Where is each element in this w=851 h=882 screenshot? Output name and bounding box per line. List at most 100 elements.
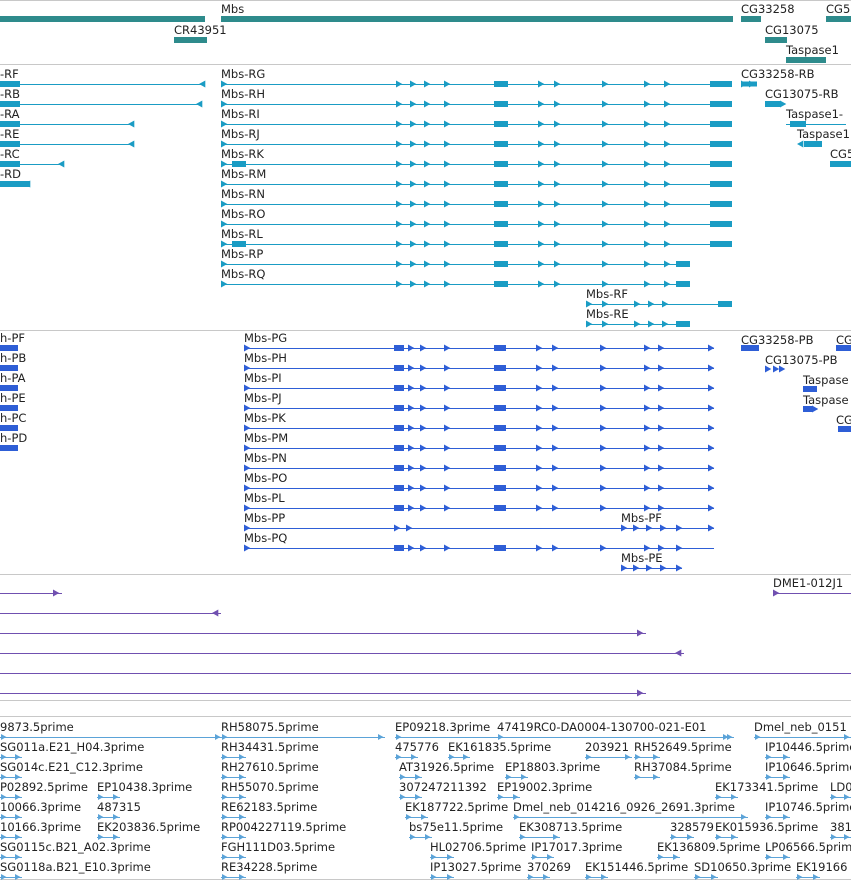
protein-label[interactable]: Mbs-PH <box>244 351 287 365</box>
est-label[interactable]: SG011a.E21_H04.3prime <box>0 740 144 754</box>
other-feature-label[interactable]: DME1-012J1 <box>773 576 843 590</box>
protein-label[interactable]: Taspase <box>802 373 849 387</box>
est-label[interactable]: 307247211392 <box>399 780 487 794</box>
est-label[interactable]: EP19002.3prime <box>497 780 592 794</box>
protein-label[interactable]: CG <box>836 333 851 347</box>
transcript-label[interactable]: Mbs-RH <box>221 87 265 101</box>
protein-label[interactable]: Mbs-PI <box>244 371 282 385</box>
est-label[interactable]: RH37084.5prime <box>634 760 732 774</box>
protein-label[interactable]: h-PE <box>0 391 26 405</box>
gene-label[interactable]: CG5 <box>826 2 850 16</box>
protein-label[interactable]: h-PA <box>0 371 26 385</box>
protein-label[interactable]: h-PB <box>0 351 26 365</box>
est-label[interactable]: IP10746.5prime <box>765 800 851 814</box>
transcript-track[interactable]: -RF -RB -RA -RE -RC -RD Mbs-RG Mbs-RH Mbs-RI Mbs-… <box>0 67 851 328</box>
protein-label[interactable]: Mbs-PO <box>244 471 287 485</box>
transcript-label[interactable]: Mbs-RG <box>221 67 265 81</box>
transcript-label[interactable]: Mbs-RI <box>221 107 260 121</box>
gene-label[interactable]: Taspase1 <box>785 43 839 57</box>
transcript-label[interactable]: -RC <box>0 147 20 161</box>
transcript-label[interactable]: Mbs-RL <box>221 227 263 241</box>
gene-label[interactable]: CG33258 <box>741 2 795 16</box>
transcript-label[interactable]: -RB <box>0 87 20 101</box>
transcript-label[interactable]: Mbs-RN <box>221 187 265 201</box>
est-label[interactable]: RH55070.5prime <box>221 780 319 794</box>
est-label[interactable]: AT31926.5prime <box>399 760 494 774</box>
est-label[interactable]: 370269 <box>527 860 571 874</box>
transcript-label[interactable]: CG33258-RB <box>741 67 815 81</box>
transcript-label[interactable]: -RF <box>0 67 19 81</box>
transcript-label[interactable]: Mbs-RM <box>221 167 266 181</box>
est-label[interactable]: Dmel_neb_014216_0926_2691.3prime <box>513 800 735 814</box>
est-label[interactable]: EK015936.5prime <box>715 820 818 834</box>
est-label[interactable]: EK151446.5prime <box>585 860 688 874</box>
est-label[interactable]: 487315 <box>97 800 141 814</box>
est-label[interactable]: HL02706.5prime <box>430 840 526 854</box>
est-label[interactable]: EK136809.5prime <box>657 840 760 854</box>
est-label[interactable]: RH34431.5prime <box>221 740 319 754</box>
est-label[interactable]: SG014c.E21_C12.3prime <box>0 760 143 774</box>
est-label[interactable]: 475776 <box>395 740 439 754</box>
transcript-label[interactable]: -RD <box>0 167 21 181</box>
est-label[interactable]: IP17017.3prime <box>531 840 622 854</box>
est-label[interactable]: RE62183.5prime <box>221 800 317 814</box>
transcript-label[interactable]: CG5 <box>830 147 851 161</box>
transcript-label[interactable]: Mbs-RJ <box>221 127 260 141</box>
est-track[interactable]: 9873.5prime RH58075.5prime EP09218.3prime 4… <box>0 720 851 880</box>
transcript-label[interactable]: CG13075-RB <box>765 87 839 101</box>
protein-label[interactable]: Mbs-PG <box>244 331 287 345</box>
protein-label[interactable]: CG33258-PB <box>741 333 814 347</box>
est-label[interactable]: EK19166 <box>796 860 847 874</box>
est-label[interactable]: 203921 <box>585 740 629 754</box>
est-label[interactable]: EK308713.5prime <box>519 820 622 834</box>
est-label[interactable]: EK161835.5prime <box>448 740 551 754</box>
gene-label[interactable]: CR43951 <box>174 23 227 37</box>
protein-label[interactable]: Taspase <box>802 393 849 407</box>
est-label[interactable]: EK187722.5prime <box>405 800 508 814</box>
est-label[interactable]: bs75e11.5prime <box>409 820 503 834</box>
transcript-label[interactable]: Mbs-RF <box>586 287 628 301</box>
protein-label[interactable]: Mbs-PQ <box>244 531 287 545</box>
est-label[interactable]: EK173341.5prime <box>715 780 818 794</box>
transcript-label[interactable]: -RE <box>0 127 19 141</box>
est-label[interactable]: EP10438.3prime <box>97 780 192 794</box>
est-label[interactable]: SD10650.3prime <box>694 860 791 874</box>
transcript-label[interactable]: -RA <box>0 107 20 121</box>
protein-label[interactable]: Mbs-PJ <box>244 391 282 405</box>
est-label[interactable]: 381 <box>830 820 851 834</box>
est-label[interactable]: IP10646.5prime <box>765 760 851 774</box>
est-label[interactable]: EP18803.3prime <box>505 760 600 774</box>
est-label[interactable]: LD0 <box>830 780 851 794</box>
est-label[interactable]: RH27610.5prime <box>221 760 319 774</box>
est-label[interactable]: SG0118a.B21_E10.3prime <box>0 860 151 874</box>
est-label[interactable]: RP004227119.5prime <box>221 820 346 834</box>
est-label[interactable]: EK203836.5prime <box>97 820 200 834</box>
est-label[interactable]: EP09218.3prime <box>395 720 490 734</box>
est-label[interactable]: 328579 <box>670 820 714 834</box>
est-label[interactable]: Dmel_neb_0151 <box>754 720 847 734</box>
est-label[interactable]: IP13027.5prime <box>430 860 521 874</box>
est-label[interactable]: SG0115c.B21_A02.3prime <box>0 840 151 854</box>
protein-label[interactable]: Mbs-PF <box>621 511 662 525</box>
est-label[interactable]: 10166.3prime <box>0 820 81 834</box>
protein-label[interactable]: CG13075-PB <box>765 353 838 367</box>
transcript-label[interactable]: Mbs-RP <box>221 247 263 261</box>
est-label[interactable]: 10066.3prime <box>0 800 81 814</box>
est-label[interactable]: P02892.5prime <box>0 780 88 794</box>
est-label[interactable]: 9873.5prime <box>0 720 74 734</box>
transcript-label[interactable]: Mbs-RQ <box>221 267 265 281</box>
protein-label[interactable]: h-PD <box>0 431 27 445</box>
protein-label[interactable]: Mbs-PN <box>244 451 287 465</box>
other-feature-track[interactable]: DME1-012J1 <box>0 576 851 697</box>
protein-label[interactable]: Mbs-PK <box>244 411 286 425</box>
est-label[interactable]: RH58075.5prime <box>221 720 319 734</box>
protein-label[interactable]: Mbs-PL <box>244 491 285 505</box>
protein-label[interactable]: Mbs-PP <box>244 511 285 525</box>
protein-track[interactable]: h-PF h-PB h-PA h-PE h-PC h-PD Mbs-PG Mbs-PH Mbs-… <box>0 331 851 572</box>
protein-label[interactable]: Mbs-PM <box>244 431 288 445</box>
gene-track[interactable]: Mbs CR43951 CG33258 CG13075 CG5 Taspase1 <box>0 2 851 63</box>
gene-label[interactable]: CG13075 <box>765 23 819 37</box>
transcript-label[interactable]: Mbs-RK <box>221 147 264 161</box>
est-label[interactable]: RE34228.5prime <box>221 860 317 874</box>
